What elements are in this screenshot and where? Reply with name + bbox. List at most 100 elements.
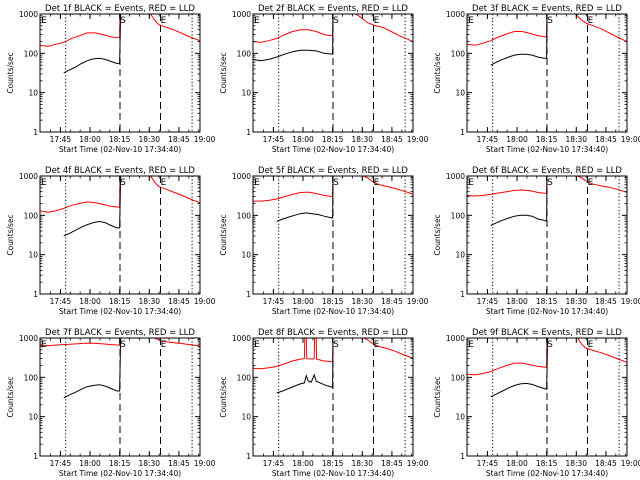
chart-panel-7: Det 7f BLACK = Events, RED = LLD 1 10 100 10… (6, 328, 216, 478)
y-axis-label: Counts/sec (6, 214, 15, 255)
panel-title: Det 1f BLACK = Events, RED = LLD (45, 4, 195, 14)
x-axis-label: Start Time (02-Nov-10 17:34:40) (59, 469, 181, 478)
x-tick-label: 17:45 (263, 135, 285, 144)
panel-title: Det 7f BLACK = Events, RED = LLD (45, 328, 195, 338)
y-tick-label: 1000 (446, 172, 465, 181)
x-tick-label: 18:00 (292, 297, 314, 306)
marker-label-s: S (120, 340, 126, 350)
x-axis-label: Start Time (02-Nov-10 17:34:40) (486, 469, 608, 478)
y-axis-label: Counts/sec (219, 376, 228, 417)
x-tick-label: 18:45 (595, 135, 617, 144)
marker-label-e: E (254, 340, 260, 350)
x-tick-label: 17:45 (263, 297, 285, 306)
x-tick-label: 18:15 (109, 459, 131, 468)
x-tick-label: 18:45 (381, 459, 403, 468)
x-tick-label: 18:15 (322, 459, 344, 468)
x-tick-label: 18:30 (351, 459, 373, 468)
y-tick-label: 10 (455, 251, 465, 260)
x-axis-label: Start Time (02-Nov-10 17:34:40) (59, 145, 181, 154)
events-series-line (490, 14, 548, 66)
lld-series-line (253, 176, 334, 202)
x-tick-label: 18:45 (595, 297, 617, 306)
marker-label-s: S (547, 178, 553, 188)
panel-title: Det 6f BLACK = Events, RED = LLD (472, 166, 622, 176)
y-tick-label: 1000 (446, 334, 465, 343)
series-group (40, 176, 200, 237)
lld-series-line (146, 176, 200, 204)
x-tick-label: 18:30 (565, 297, 587, 306)
lld-series-line (467, 176, 548, 197)
marker-label-s: S (333, 178, 339, 188)
marker-label-e: E (588, 178, 594, 188)
y-tick-label: 1 (460, 290, 465, 299)
x-tick-label: 19:00 (621, 297, 640, 306)
chart-panel-5: Det 5f BLACK = Events, RED = LLD 1 10 100 10… (219, 166, 429, 316)
x-tick-label: 18:00 (79, 459, 101, 468)
y-tick-label: 100 (24, 49, 39, 58)
series-group (253, 176, 413, 222)
y-tick-label: 1 (460, 452, 465, 461)
series-group (467, 176, 627, 226)
x-tick-label: 19:00 (194, 459, 216, 468)
marker-label-e: E (468, 340, 474, 350)
marker-label-e: E (468, 178, 474, 188)
y-tick-label: 100 (237, 373, 252, 382)
lld-series-line (351, 14, 413, 42)
x-tick-label: 18:00 (79, 297, 101, 306)
x-tick-label: 19:00 (407, 459, 429, 468)
lld-series-line (467, 14, 548, 46)
events-series-line (490, 338, 549, 398)
x-tick-label: 18:00 (292, 135, 314, 144)
y-axis-label: Counts/sec (219, 52, 228, 93)
marker-label-e: E (468, 16, 474, 26)
events-series-line (63, 338, 122, 399)
panel-title: Det 8f BLACK = Events, RED = LLD (258, 328, 408, 338)
x-tick-label: 18:30 (138, 459, 160, 468)
x-tick-label: 18:15 (109, 297, 131, 306)
panel-title: Det 5f BLACK = Events, RED = LLD (258, 166, 408, 176)
y-tick-label: 1 (246, 128, 251, 137)
y-axis-label: Counts/sec (6, 52, 15, 93)
events-series-line (63, 176, 122, 237)
events-series-line (276, 338, 334, 394)
x-tick-label: 18:30 (565, 459, 587, 468)
marker-label-s: S (547, 16, 553, 26)
x-tick-label: 18:15 (322, 297, 344, 306)
chart-panel-6: Det 6f BLACK = Events, RED = LLD 1 10 100 10… (433, 166, 640, 316)
series-group (40, 338, 200, 399)
series-group (253, 338, 413, 394)
y-tick-label: 10 (455, 413, 465, 422)
y-tick-label: 1 (246, 452, 251, 461)
marker-label-e: E (41, 16, 47, 26)
y-tick-label: 1 (33, 128, 38, 137)
x-axis-label: Start Time (02-Nov-10 17:34:40) (272, 469, 394, 478)
y-tick-label: 10 (241, 89, 251, 98)
x-axis-label: Start Time (02-Nov-10 17:34:40) (272, 307, 394, 316)
x-tick-label: 18:15 (109, 135, 131, 144)
lld-series-line (577, 176, 627, 193)
y-tick-label: 1000 (232, 10, 251, 19)
marker-label-s: S (120, 178, 126, 188)
panel-title: Det 4f BLACK = Events, RED = LLD (45, 166, 195, 176)
marker-label-s: S (120, 16, 126, 26)
marker-label-e: E (161, 178, 167, 188)
y-tick-label: 100 (237, 49, 252, 58)
y-tick-label: 1 (33, 452, 38, 461)
y-tick-label: 10 (28, 251, 38, 260)
x-axis-label: Start Time (02-Nov-10 17:34:40) (486, 307, 608, 316)
lld-series-line (253, 338, 334, 370)
x-tick-label: 17:45 (477, 459, 499, 468)
x-tick-label: 18:30 (351, 297, 373, 306)
marker-label-e: E (254, 178, 260, 188)
chart-panel-9: Det 9f BLACK = Events, RED = LLD 1 10 100 10… (433, 328, 640, 478)
y-tick-label: 1000 (232, 172, 251, 181)
x-tick-label: 18:30 (138, 135, 160, 144)
panel-title: Det 9f BLACK = Events, RED = LLD (472, 328, 622, 338)
y-tick-label: 1 (246, 290, 251, 299)
y-tick-label: 1000 (19, 10, 38, 19)
x-tick-label: 19:00 (621, 459, 640, 468)
chart-panel-1: Det 1f BLACK = Events, RED = LLD 1 10 100 10… (6, 4, 216, 154)
x-tick-label: 18:15 (536, 297, 558, 306)
x-tick-label: 18:00 (79, 135, 101, 144)
y-tick-label: 1000 (446, 10, 465, 19)
